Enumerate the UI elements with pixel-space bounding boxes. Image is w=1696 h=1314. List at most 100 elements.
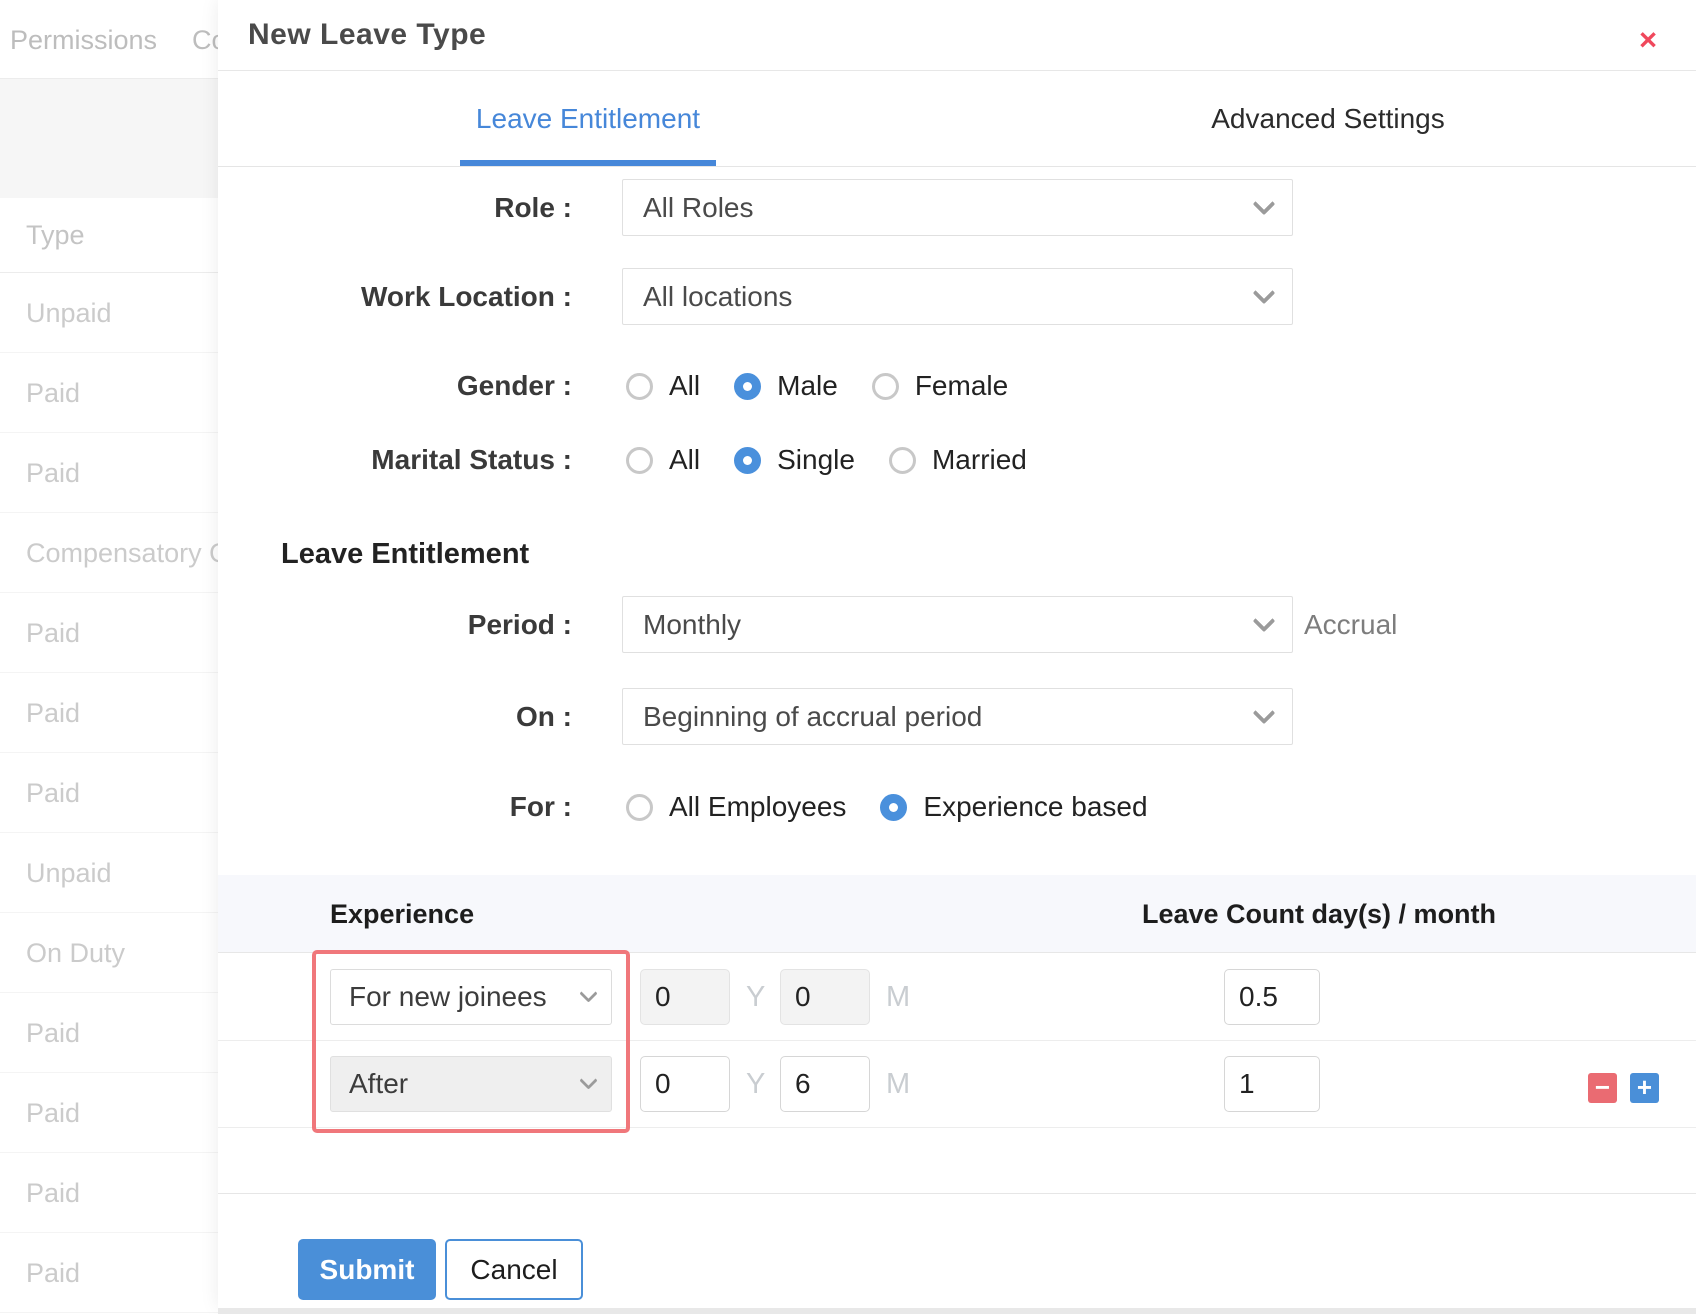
table-row[interactable]: Paid [0,353,218,433]
radio-label: Female [914,370,1009,401]
table-row[interactable]: Paid [0,993,218,1073]
tab-leave-entitlement[interactable]: Leave Entitlement [475,103,701,134]
chevron-down-icon [1252,609,1276,632]
radio-label: All [669,444,701,475]
on-select[interactable]: Beginning of accrual period [622,688,1293,745]
radio-icon[interactable] [626,446,653,474]
table-row[interactable]: Paid [0,753,218,833]
marital-option-married[interactable]: Married [888,444,1027,476]
months-unit-label: M [886,1068,911,1100]
active-tab-underline [460,160,716,166]
period-select[interactable]: Monthly [622,596,1293,653]
experience-row-1: For new joinees Y M [218,954,1696,1041]
for-label: For : [509,791,572,822]
months-unit-label: M [886,981,911,1013]
table-row[interactable]: Paid [0,673,218,753]
table-row[interactable]: Paid [0,1153,218,1233]
table-row[interactable]: Unpaid [0,273,218,353]
table-row[interactable]: Paid [0,433,218,513]
role-select-value: All Roles [643,191,754,223]
bg-tab-clipped[interactable]: Co [192,25,218,55]
months-input[interactable] [780,1056,870,1112]
experience-condition-select-1[interactable]: For new joinees [330,969,612,1025]
leave-count-input[interactable] [1224,969,1320,1025]
radio-icon[interactable] [626,793,653,821]
for-radio-group: All Employees Experience based [626,791,1148,823]
dialog-tabbar: Leave Entitlement Advanced Settings [218,71,1696,167]
experience-condition-value: For new joinees [349,981,547,1012]
radio-icon[interactable] [888,446,916,474]
leave-entitlement-heading: Leave Entitlement [281,538,530,570]
years-input[interactable] [640,969,730,1025]
new-leave-type-dialog: New Leave Type × Leave Entitlement Advan… [218,0,1696,1308]
bg-column-header-type: Type [0,198,218,273]
for-option-all-employees[interactable]: All Employees [626,791,846,823]
table-row[interactable]: Compensatory Off [0,513,218,593]
marital-option-all[interactable]: All [626,444,700,476]
divider [0,78,218,79]
work-location-label: Work Location : [360,281,572,312]
gender-option-female[interactable]: Female [871,370,1009,402]
accrual-suffix-label: Accrual [1304,609,1398,640]
radio-label: All [669,370,701,401]
work-location-select[interactable]: All locations [622,268,1293,325]
radio-label: Married [931,444,1027,475]
chevron-down-icon [579,1070,598,1090]
radio-checked-icon[interactable] [734,372,762,400]
radio-label: Single [777,444,855,475]
marital-status-label: Marital Status : [371,444,572,475]
chevron-down-icon [1252,701,1276,724]
close-icon[interactable]: × [1638,22,1658,57]
table-row[interactable]: Paid [0,593,218,673]
table-row[interactable]: Paid [0,1233,218,1313]
experience-table-header: Experience Leave Count day(s) / month [218,875,1696,953]
gender-radio-group: All Male Female [626,370,1008,402]
divider [218,1193,1696,1194]
tab-advanced-settings[interactable]: Advanced Settings [1211,103,1445,134]
period-select-value: Monthly [643,608,742,640]
on-select-value: Beginning of accrual period [643,700,983,732]
on-label: On : [516,701,572,732]
experience-condition-value: After [349,1068,409,1099]
radio-checked-icon[interactable] [734,446,762,474]
period-label: Period : [467,609,572,640]
radio-label: Experience based [923,791,1148,822]
bg-tab-permissions[interactable]: Permissions [10,25,158,55]
months-input[interactable] [780,969,870,1025]
cancel-button[interactable]: Cancel [445,1239,583,1300]
table-row[interactable]: Unpaid [0,833,218,913]
remove-row-button[interactable]: − [1588,1073,1617,1103]
marital-option-single[interactable]: Single [734,444,855,476]
dialog-title: New Leave Type [248,18,487,51]
chevron-down-icon [579,983,598,1003]
marital-status-radio-group: All Single Married [626,444,1027,476]
bg-leave-type-table: Type Unpaid Paid Paid Compensatory Off P… [0,198,218,1313]
bg-toolbar-band [0,79,218,198]
chevron-down-icon [1252,192,1276,215]
gender-option-all[interactable]: All [626,370,700,402]
for-option-experience-based[interactable]: Experience based [880,791,1148,823]
radio-icon[interactable] [626,372,653,400]
leave-count-input[interactable] [1224,1056,1320,1112]
radio-checked-icon[interactable] [880,793,908,821]
leave-count-column-header: Leave Count day(s) / month [1142,899,1497,929]
gender-option-male[interactable]: Male [734,370,838,402]
add-row-button[interactable]: + [1630,1073,1659,1103]
radio-label: All Employees [669,791,847,822]
role-select[interactable]: All Roles [622,179,1293,236]
role-label: Role : [494,192,572,223]
table-row[interactable]: Paid [0,1073,218,1153]
experience-row-2: After Y M [218,1041,1696,1128]
radio-icon[interactable] [871,372,899,400]
years-input[interactable] [640,1056,730,1112]
submit-button[interactable]: Submit [298,1239,436,1300]
years-unit-label: Y [746,1068,766,1100]
experience-condition-select-2[interactable]: After [330,1056,612,1112]
years-unit-label: Y [746,981,766,1013]
page-background-strip [218,1308,1696,1314]
divider [218,70,1696,71]
experience-column-header: Experience [330,899,475,929]
work-location-select-value: All locations [643,280,793,312]
background-panel: Permissions Co Type Unpaid Paid Paid Com… [0,0,218,1314]
table-row[interactable]: On Duty [0,913,218,993]
